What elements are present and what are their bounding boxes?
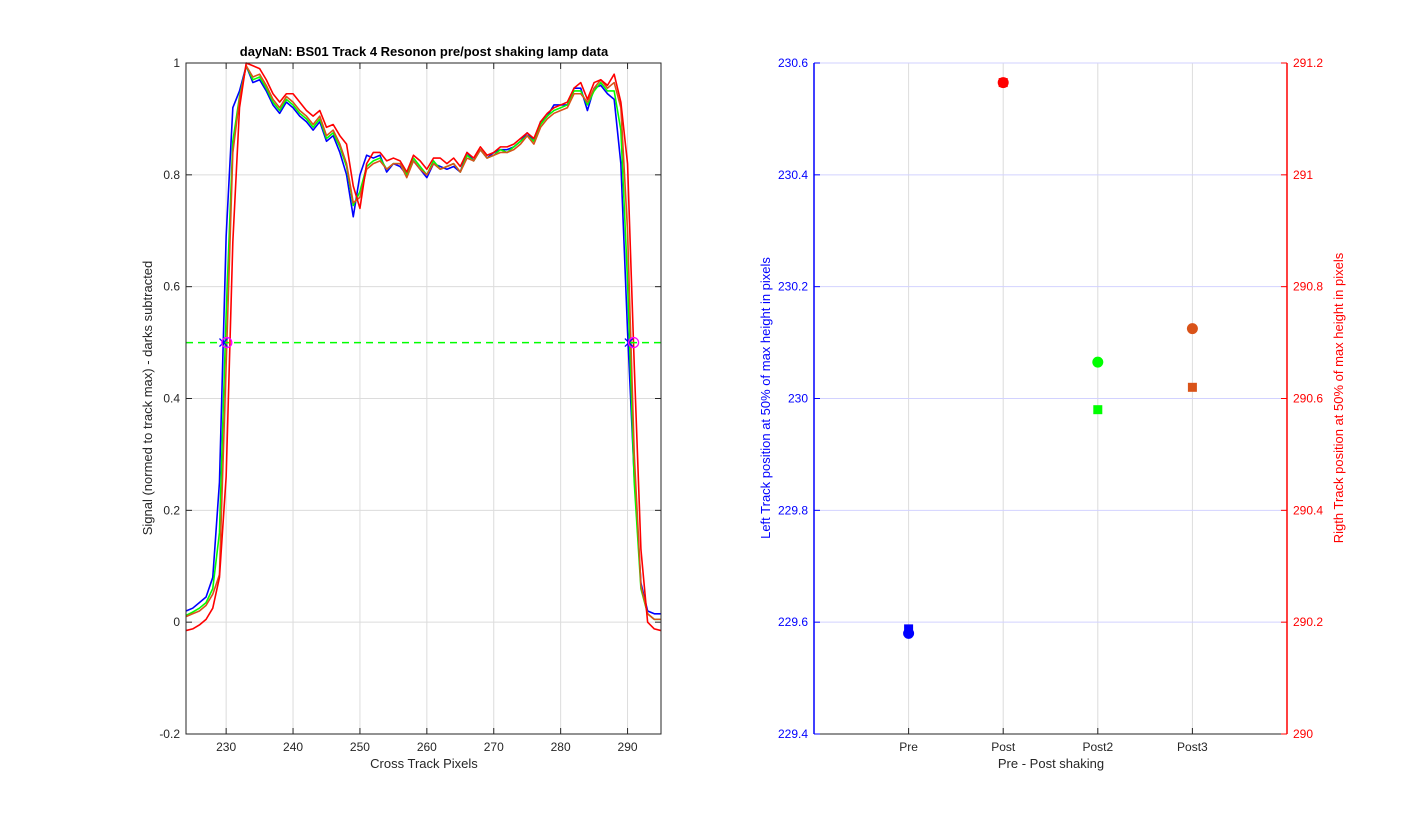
left-y-tick-label-0: -0.2 <box>159 727 180 741</box>
right-left-y-tick-label-3: 230 <box>788 392 808 406</box>
left-x-tick-label-5: 280 <box>551 740 571 754</box>
right-right-y-tick-label-2: 290.4 <box>1293 503 1323 517</box>
right-left-y-tick-label-2: 229.8 <box>778 503 808 517</box>
right-left-y-axis-label: Left Track position at 50% of max height… <box>758 257 773 539</box>
right-right-y-tick-label-6: 291.2 <box>1293 56 1323 70</box>
left-track-marker-post3 <box>1187 382 1197 392</box>
right-right-y-tick-label-5: 291 <box>1293 168 1313 182</box>
series-line-post <box>185 62 662 632</box>
right-x-tick-label-post: Post <box>991 740 1016 754</box>
cross-stroke-b <box>219 338 228 348</box>
right-plot-points <box>903 77 1198 639</box>
right-right-y-tick-label-0: 290 <box>1293 727 1313 741</box>
series-line-post3 <box>185 65 661 621</box>
series-line-post2 <box>185 65 661 621</box>
right-right-y-tick-label-3: 290.6 <box>1293 392 1323 406</box>
right-right-y-tick-label-4: 290.8 <box>1293 280 1323 294</box>
left-y-tick-label-6: 1 <box>173 56 180 70</box>
right-x-axis-label: Pre - Post shaking <box>998 756 1104 771</box>
right-left-y-tick-label-0: 229.4 <box>778 727 808 741</box>
left-x-tick-label-0: 230 <box>216 740 236 754</box>
left-ticks: 230 240 250 260 270 280 290 -0.2 0 0.2 0.4 0.6 0.8 1 <box>159 56 661 754</box>
left-y-tick-label-1: 0 <box>173 615 180 629</box>
left-y-tick-label-3: 0.4 <box>163 392 180 406</box>
left-x-tick-label-6: 290 <box>618 740 638 754</box>
left-x-axis-label: Cross Track Pixels <box>370 756 478 771</box>
left-y-tick-label-2: 0.2 <box>163 503 180 517</box>
left-plot-lines <box>185 62 662 632</box>
left-x-tick-label-3: 260 <box>417 740 437 754</box>
left-y-axis-label: Signal (normed to track max) - darks sub… <box>140 261 155 536</box>
half-max-circle-marker-3 <box>627 336 640 349</box>
right-track-marker-post <box>997 77 1009 89</box>
right-left-y-tick-label-4: 230.2 <box>778 280 808 294</box>
left-track-marker-post2 <box>1093 405 1103 415</box>
half-max-circle-marker-1 <box>221 336 233 349</box>
right-grid <box>814 62 1287 735</box>
right-chart: Pre Post Post2 Post3 229.4 229.6 229.8 230 230.2… <box>758 56 1346 771</box>
left-y-tick-label-4: 0.6 <box>163 280 180 294</box>
half-max-cross-marker-0 <box>219 338 228 348</box>
right-right-y-axis-label: Rigth Track position at 50% of max heigh… <box>1331 252 1346 543</box>
right-track-marker-post2 <box>1092 356 1104 368</box>
left-x-tick-label-4: 270 <box>484 740 504 754</box>
right-ticks: Pre Post Post2 Post3 229.4 229.6 229.8 230 230.2… <box>778 56 1323 754</box>
right-left-y-tick-label-6: 230.6 <box>778 56 808 70</box>
right-track-marker-pre <box>903 627 915 639</box>
right-x-tick-label-post2: Post2 <box>1082 740 1113 754</box>
right-x-tick-label-post3: Post3 <box>1177 740 1208 754</box>
left-x-tick-label-1: 240 <box>283 740 303 754</box>
left-x-tick-label-2: 250 <box>350 740 370 754</box>
right-right-y-tick-label-1: 290.2 <box>1293 615 1323 629</box>
left-chart: 230 240 250 260 270 280 290-0.200.20.40.60.81 … <box>140 44 662 771</box>
left-y-tick-label-5: 0.8 <box>163 168 180 182</box>
left-chart-title: dayNaN: BS01 Track 4 Resonon pre/post sh… <box>240 44 609 59</box>
right-left-y-tick-label-1: 229.6 <box>778 615 808 629</box>
right-track-marker-post3 <box>1186 323 1198 335</box>
right-x-tick-label-pre: Pre <box>899 740 918 754</box>
right-left-y-tick-label-5: 230.4 <box>778 168 808 182</box>
